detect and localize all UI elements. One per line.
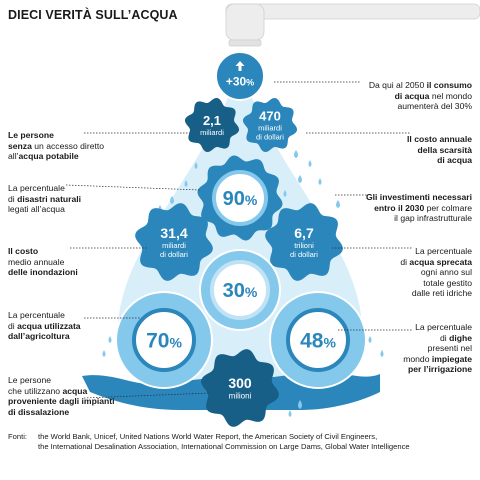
tap-icon — [225, 3, 480, 47]
bubble-b21 — [184, 97, 240, 153]
page-title: DIECI VERITÀ SULL’ACQUA — [8, 8, 178, 22]
bubble-value: 31,4 — [160, 225, 187, 241]
leader-lines — [65, 81, 412, 399]
bubble-unit: miliardi — [200, 128, 224, 137]
up-arrow-icon — [235, 61, 245, 71]
bubble-b30 — [215, 51, 265, 101]
bubble-value: 30% — [223, 280, 258, 302]
sources-label: Fonti: — [8, 432, 27, 441]
bubble-unit: di dollari — [290, 250, 318, 259]
bubble-b90 — [197, 155, 283, 241]
label-investimenti: Gli investimenti necessari entro il 2030… — [365, 192, 472, 224]
label-acqua-sprecata: La percentuale di acqua sprecata ogni an… — [400, 246, 472, 299]
bubble-b300 — [201, 349, 279, 427]
bubble-value: 90% — [223, 188, 258, 210]
bubble-value: +30% — [226, 74, 254, 88]
bubble-value: 2,1 — [203, 113, 221, 128]
label-consumo-acqua: Da qui al 2050 il consumo di acqua nel m… — [368, 80, 472, 112]
bubble-b470 — [242, 97, 298, 153]
bubble-b67 — [265, 203, 343, 281]
sources-text: the World Bank, Unicef, United Nations W… — [38, 432, 410, 451]
bubble-value: 70% — [146, 330, 182, 353]
label-dissalazione: Le persone che utilizzano acqua provenie… — [8, 375, 115, 417]
bubble-b30b — [199, 249, 281, 331]
bubble-value: 300 — [228, 375, 252, 391]
bubble-unit: di dollari — [256, 133, 284, 142]
bubble-unit: di dollari — [160, 250, 188, 259]
label-scarsita-acqua: Il costo annuale della scarsità di acqua — [407, 134, 472, 166]
label-agricoltura: La percentuale di acqua utilizzata dall’… — [8, 310, 81, 342]
bubble-unit: trilioni — [294, 241, 314, 250]
bubble-unit: miliardi — [258, 124, 282, 133]
label-dighe: La percentuale di dighe presenti nel mon… — [403, 322, 472, 375]
bubble-unit: miliardi — [162, 241, 186, 250]
bubble-unit: milioni — [229, 391, 252, 400]
bubble-b314 — [135, 203, 213, 281]
bubble-value: 470 — [259, 109, 281, 124]
bubble-b48 — [269, 291, 367, 389]
bubble-b70 — [115, 291, 213, 389]
label-disastri-naturali: La percentuale di disastri naturali lega… — [8, 183, 82, 215]
bubble-value: 6,7 — [294, 225, 314, 241]
bubble-value: 48% — [300, 330, 336, 353]
label-inondazioni: Il costo medio annuale delle inondazioni — [8, 246, 78, 278]
label-acqua-potabile: Le persone senza un accesso diretto all’… — [8, 130, 105, 162]
